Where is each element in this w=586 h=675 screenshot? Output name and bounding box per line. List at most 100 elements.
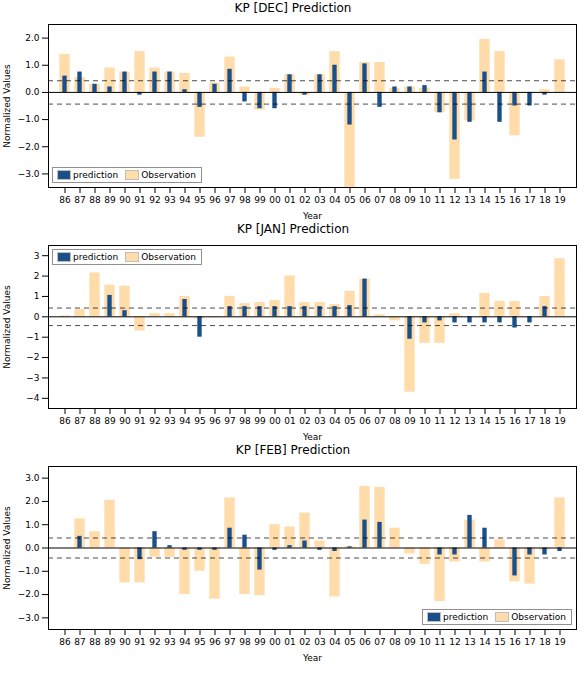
svg-text:08: 08: [389, 416, 401, 426]
svg-text:97: 97: [224, 195, 235, 205]
svg-text:09: 09: [404, 416, 416, 426]
svg-text:−4: −4: [26, 393, 40, 403]
svg-text:04: 04: [329, 195, 341, 205]
svg-text:01: 01: [284, 195, 295, 205]
svg-text:10: 10: [419, 637, 431, 647]
svg-text:99: 99: [254, 195, 266, 205]
svg-text:11: 11: [434, 195, 445, 205]
svg-text:−1.0: −1.0: [18, 114, 40, 124]
svg-text:00: 00: [269, 637, 281, 647]
svg-text:98: 98: [239, 416, 251, 426]
svg-text:3.0: 3.0: [25, 473, 40, 483]
svg-text:−3.0: −3.0: [18, 169, 40, 179]
svg-text:09: 09: [404, 637, 416, 647]
svg-text:Normalized Values: Normalized Values: [2, 64, 12, 148]
svg-text:2.0: 2.0: [25, 496, 40, 506]
svg-text:2: 2: [34, 271, 40, 281]
svg-text:Year: Year: [302, 653, 322, 663]
svg-text:1.0: 1.0: [25, 520, 40, 530]
svg-text:95: 95: [194, 195, 205, 205]
svg-text:11: 11: [434, 416, 445, 426]
svg-text:92: 92: [149, 195, 160, 205]
svg-text:87: 87: [74, 416, 85, 426]
svg-text:14: 14: [479, 416, 491, 426]
svg-text:19: 19: [554, 637, 566, 647]
svg-text:19: 19: [554, 416, 566, 426]
svg-text:14: 14: [479, 637, 491, 647]
svg-text:00: 00: [269, 195, 281, 205]
svg-text:12: 12: [449, 637, 460, 647]
svg-text:0: 0: [34, 312, 40, 322]
svg-text:2.0: 2.0: [25, 33, 40, 43]
svg-text:06: 06: [359, 637, 371, 647]
svg-text:06: 06: [359, 416, 371, 426]
svg-text:17: 17: [524, 637, 535, 647]
svg-text:89: 89: [104, 637, 116, 647]
svg-text:03: 03: [314, 416, 325, 426]
svg-text:10: 10: [419, 416, 431, 426]
svg-text:01: 01: [284, 416, 295, 426]
svg-text:01: 01: [284, 637, 295, 647]
svg-text:18: 18: [539, 637, 551, 647]
svg-text:−1: −1: [26, 332, 39, 342]
svg-text:06: 06: [359, 195, 371, 205]
svg-text:11: 11: [434, 637, 445, 647]
svg-text:87: 87: [74, 195, 85, 205]
svg-text:0.0: 0.0: [25, 543, 40, 553]
svg-text:13: 13: [464, 637, 475, 647]
svg-text:90: 90: [119, 195, 131, 205]
svg-text:12: 12: [449, 195, 460, 205]
svg-text:17: 17: [524, 416, 535, 426]
svg-text:08: 08: [389, 195, 401, 205]
svg-text:94: 94: [179, 416, 191, 426]
svg-text:16: 16: [509, 416, 521, 426]
svg-text:86: 86: [59, 637, 71, 647]
svg-text:15: 15: [494, 637, 505, 647]
svg-text:96: 96: [209, 416, 221, 426]
svg-text:99: 99: [254, 637, 266, 647]
svg-text:95: 95: [194, 416, 205, 426]
svg-text:02: 02: [299, 195, 310, 205]
svg-text:93: 93: [164, 416, 175, 426]
svg-text:16: 16: [509, 637, 521, 647]
svg-text:07: 07: [374, 416, 385, 426]
svg-text:−2.0: −2.0: [18, 589, 40, 599]
svg-text:88: 88: [89, 195, 101, 205]
svg-text:91: 91: [134, 637, 145, 647]
svg-text:08: 08: [389, 637, 401, 647]
svg-text:19: 19: [554, 195, 566, 205]
svg-text:96: 96: [209, 637, 221, 647]
svg-text:13: 13: [464, 416, 475, 426]
svg-text:87: 87: [74, 637, 85, 647]
svg-text:17: 17: [524, 195, 535, 205]
svg-text:98: 98: [239, 195, 251, 205]
svg-text:07: 07: [374, 195, 385, 205]
svg-text:86: 86: [59, 416, 71, 426]
svg-text:18: 18: [539, 416, 551, 426]
svg-text:92: 92: [149, 416, 160, 426]
svg-text:89: 89: [104, 416, 116, 426]
svg-text:Year: Year: [302, 432, 322, 442]
svg-text:07: 07: [374, 637, 385, 647]
svg-text:91: 91: [134, 416, 145, 426]
svg-text:−1.0: −1.0: [18, 566, 40, 576]
svg-text:99: 99: [254, 416, 266, 426]
svg-text:05: 05: [344, 416, 355, 426]
svg-text:3: 3: [34, 251, 40, 261]
svg-text:10: 10: [419, 195, 431, 205]
svg-text:1.0: 1.0: [25, 60, 40, 70]
svg-text:12: 12: [449, 416, 460, 426]
svg-text:05: 05: [344, 195, 355, 205]
svg-text:−2.0: −2.0: [18, 142, 40, 152]
svg-text:09: 09: [404, 195, 416, 205]
svg-text:88: 88: [89, 416, 101, 426]
svg-text:90: 90: [119, 416, 131, 426]
svg-text:02: 02: [299, 637, 310, 647]
svg-text:Normalized Values: Normalized Values: [2, 285, 12, 369]
svg-text:1: 1: [34, 291, 40, 301]
svg-text:16: 16: [509, 195, 521, 205]
svg-text:88: 88: [89, 637, 101, 647]
svg-text:95: 95: [194, 637, 205, 647]
svg-text:92: 92: [149, 637, 160, 647]
svg-text:94: 94: [179, 195, 191, 205]
